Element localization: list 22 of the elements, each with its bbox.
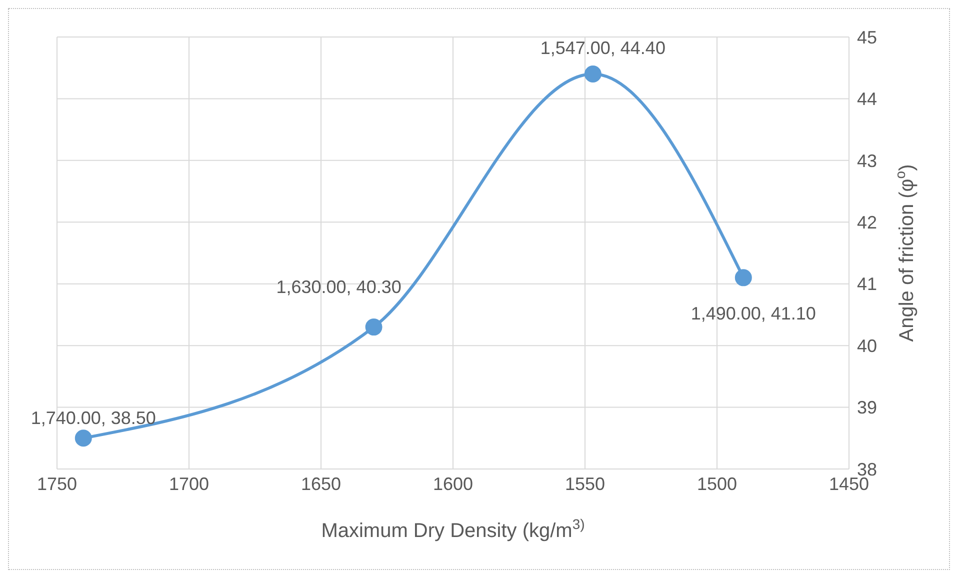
x-axis-title: Maximum Dry Density (kg/m$^{3)}$ xyxy=(321,516,585,542)
x-tick-label: 1700 xyxy=(168,474,210,494)
x-tick-label: 1550 xyxy=(564,474,606,494)
x-tick-label: 1600 xyxy=(432,474,474,494)
point xyxy=(74,430,92,447)
x-tick-label: 1650 xyxy=(300,474,342,494)
data-label: 1,490.00, 41.10 xyxy=(690,304,816,324)
x-tick-label: 1500 xyxy=(696,474,738,494)
point xyxy=(365,318,382,336)
data-label: 1,740.00, 38.50 xyxy=(30,408,156,428)
x-tick-label: 1750 xyxy=(36,474,78,494)
y-tick-label: 42 xyxy=(857,212,878,233)
y-tick-label: 40 xyxy=(857,336,878,356)
y-tick-label: 43 xyxy=(857,150,878,171)
y-tick-label: 45 xyxy=(857,27,878,48)
y-tick-label: 39 xyxy=(857,398,878,418)
y-tick-label: 44 xyxy=(857,89,878,110)
data-label: 1,630.00, 40.30 xyxy=(276,277,402,298)
data-label: 1,547.00, 44.40 xyxy=(540,38,666,58)
point xyxy=(734,269,752,286)
point xyxy=(584,66,602,83)
y-tick-label: 41 xyxy=(857,274,878,294)
